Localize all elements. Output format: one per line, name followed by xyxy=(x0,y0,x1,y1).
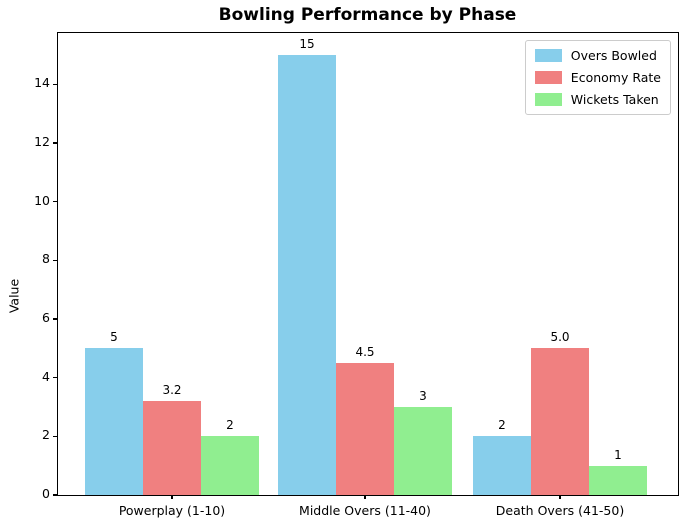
legend-swatch-icon xyxy=(534,93,562,106)
y-tick-mark xyxy=(53,201,57,203)
x-tick-mark xyxy=(364,495,366,499)
y-axis-label: Value xyxy=(6,278,22,314)
legend-swatch-icon xyxy=(534,49,562,62)
bar-overs-bowled xyxy=(473,436,531,495)
legend-label: Wickets Taken xyxy=(570,92,659,107)
y-tick-mark xyxy=(53,494,57,496)
x-category-label: Powerplay (1-10) xyxy=(118,503,226,518)
bar-value-label: 3.2 xyxy=(162,383,182,398)
bar-value-label: 1 xyxy=(614,447,622,462)
bar-value-label: 5.0 xyxy=(550,330,570,345)
y-tick-mark xyxy=(53,83,57,85)
bar-economy-rate xyxy=(531,348,589,495)
bar-wickets-taken xyxy=(394,407,452,495)
legend: Overs Bowled Economy Rate Wickets Taken xyxy=(524,40,671,115)
bar-overs-bowled xyxy=(278,55,336,495)
bar-overs-bowled xyxy=(85,348,143,495)
y-tick-mark xyxy=(53,377,57,379)
x-tick-mark xyxy=(171,495,173,499)
legend-label: Overs Bowled xyxy=(570,48,657,63)
bar-wickets-taken xyxy=(589,465,647,495)
y-tick-label: 8 xyxy=(42,251,50,267)
y-tick-label: 4 xyxy=(42,368,50,384)
y-tick-mark xyxy=(53,142,57,144)
y-tick-label: 12 xyxy=(34,134,50,149)
x-tick-mark xyxy=(559,495,561,499)
bar-value-label: 4.5 xyxy=(355,345,375,359)
plot-area: Value Overs Bowled Economy Rate Wickets Ta… xyxy=(7,32,679,518)
bar-economy-rate xyxy=(336,363,394,495)
legend-swatch-icon xyxy=(534,71,562,84)
y-tick-label: 0 xyxy=(42,486,50,501)
y-tick-mark xyxy=(53,259,57,261)
y-tick-mark xyxy=(53,318,57,320)
legend-label: Economy Rate xyxy=(570,70,661,85)
y-tick-label: 10 xyxy=(34,192,50,208)
bar-value-label: 3 xyxy=(419,389,427,403)
legend-item: Wickets Taken xyxy=(534,92,661,107)
bar-value-label: 15 xyxy=(299,37,315,51)
y-tick-label: 6 xyxy=(42,310,50,325)
bar-economy-rate xyxy=(143,401,201,495)
bar-value-label: 5 xyxy=(110,330,118,345)
x-category-label: Death Overs (41-50) xyxy=(495,503,625,518)
bar-value-label: 2 xyxy=(498,418,506,433)
x-category-label: Middle Overs (11-40) xyxy=(299,503,431,518)
bar-wickets-taken xyxy=(201,436,259,495)
y-tick-mark xyxy=(53,435,57,437)
legend-item: Overs Bowled xyxy=(534,48,661,63)
y-tick-label: 2 xyxy=(42,427,50,443)
chart-title: Bowling Performance by Phase xyxy=(218,5,517,25)
legend-item: Economy Rate xyxy=(534,70,661,85)
y-tick-label: 14 xyxy=(34,75,50,91)
bar-value-label: 2 xyxy=(226,418,234,433)
